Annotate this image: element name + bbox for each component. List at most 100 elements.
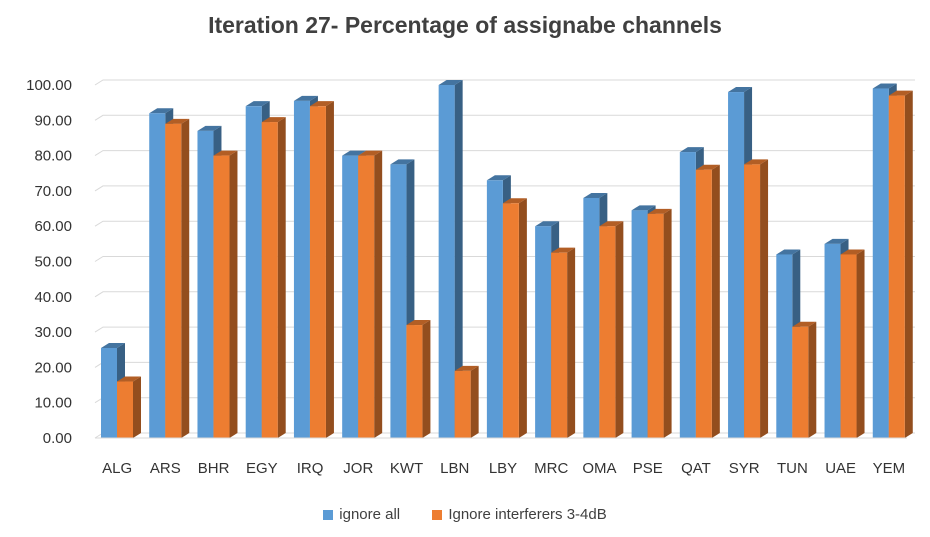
y-tick-label: 60.00: [34, 218, 72, 235]
bar-syr-ignore-interferers: [744, 159, 769, 439]
bar-side: [567, 247, 576, 438]
bar-side: [615, 221, 624, 438]
bar-top: [117, 376, 141, 382]
bar-front: [149, 113, 166, 439]
bar-side: [518, 198, 527, 438]
x-tick-label: BHR: [198, 460, 230, 477]
bar-side: [663, 208, 672, 438]
bar-tun-ignore-interferers: [792, 321, 817, 438]
bar-top: [872, 83, 897, 89]
x-tick-label: ALG: [102, 460, 132, 477]
bar-irq-ignore-interferers: [309, 101, 334, 439]
bar-front: [502, 203, 519, 438]
bar-front: [101, 347, 117, 438]
bar-kwt-ignore-interferers: [406, 320, 431, 438]
bar-front: [551, 252, 568, 438]
chart-title: Iteration 27- Percentage of assignabe ch…: [208, 12, 722, 38]
bar-side: [277, 117, 286, 438]
bar-side: [374, 150, 383, 438]
y-tick-label: 0.00: [43, 430, 72, 447]
bar-lby-ignore-interferers: [502, 198, 527, 438]
bar-side: [904, 90, 913, 438]
bar-pse-ignore-interferers: [647, 208, 672, 438]
bar-front: [824, 243, 841, 438]
bar-front: [213, 155, 230, 438]
gridline: [94, 114, 915, 121]
bar-top: [165, 118, 190, 124]
bar-top: [744, 159, 769, 165]
bar-uae-ignore-interferers: [840, 249, 865, 438]
bar-front: [197, 130, 214, 438]
x-tick-label: MRC: [534, 460, 568, 477]
x-tick-label: EGY: [246, 460, 278, 477]
bar-front: [888, 95, 905, 438]
bar-front: [647, 213, 664, 438]
bar-side: [422, 320, 431, 438]
bar-front: [438, 85, 455, 438]
bar-top: [293, 95, 318, 101]
bar-side: [808, 321, 817, 438]
bar-top: [406, 320, 431, 326]
bar-front: [776, 254, 793, 438]
bar-front: [390, 164, 407, 439]
bar-top: [583, 192, 608, 198]
legend-swatch-orange: [432, 510, 443, 521]
chart-legend: ignore all Ignore interferers 3-4dB: [0, 506, 930, 523]
x-tick-label: QAT: [681, 460, 711, 477]
bar-front: [309, 106, 326, 439]
bar-ars-ignore-interferers: [165, 118, 190, 438]
y-tick-label: 20.00: [34, 359, 72, 376]
bar-lbn-ignore-all: [438, 80, 463, 438]
y-tick-label: 70.00: [34, 183, 72, 200]
bar-front: [599, 226, 616, 438]
bar-side: [133, 376, 141, 438]
bar-top: [309, 101, 334, 107]
bar-top: [776, 249, 801, 255]
bar-top: [390, 159, 415, 165]
legend-label: Ignore interferers 3-4dB: [448, 506, 607, 523]
bar-top: [679, 147, 704, 153]
bar-top: [101, 342, 125, 348]
x-tick-label: TUN: [777, 460, 808, 477]
x-tick-label: ARS: [150, 460, 181, 477]
y-tick-label: 50.00: [34, 254, 72, 271]
x-tick-label: PSE: [633, 460, 663, 477]
bar-top: [631, 205, 656, 211]
bar-front: [583, 197, 600, 438]
bar-front: [358, 155, 375, 438]
bar-front: [872, 88, 889, 438]
bar-top: [728, 87, 753, 93]
x-tick-label: JOR: [343, 460, 373, 477]
bar-side: [856, 249, 865, 438]
bar-front: [117, 381, 133, 438]
gridline: [94, 79, 915, 86]
legend-item-ignore-interferers: Ignore interferers 3-4dB: [432, 506, 607, 523]
bar-top: [149, 108, 174, 114]
bar-alg-ignore-interferers: [117, 376, 141, 438]
bar-yem-ignore-interferers: [888, 90, 913, 438]
bar-top: [358, 150, 383, 156]
bar-front: [679, 152, 696, 438]
bar-front: [535, 226, 552, 438]
gridline: [94, 185, 915, 192]
bar-side: [760, 159, 769, 439]
bar-front: [261, 122, 278, 438]
bar-front: [840, 254, 857, 438]
bar-side: [325, 101, 334, 439]
bar-top: [486, 175, 511, 181]
bar-front: [342, 155, 359, 438]
bar-side: [181, 118, 190, 438]
bar-side: [470, 365, 479, 438]
bar-front: [792, 326, 809, 438]
bar-top: [535, 221, 560, 227]
bar-front: [486, 180, 503, 438]
bar-top: [551, 247, 576, 253]
bar-front: [631, 210, 648, 438]
bar-top: [245, 101, 270, 107]
bar-egy-ignore-interferers: [261, 117, 286, 438]
y-tick-label: 90.00: [34, 112, 72, 129]
x-tick-label: KWT: [390, 460, 423, 477]
y-tick-label: 40.00: [34, 289, 72, 306]
bar-front: [695, 169, 712, 438]
